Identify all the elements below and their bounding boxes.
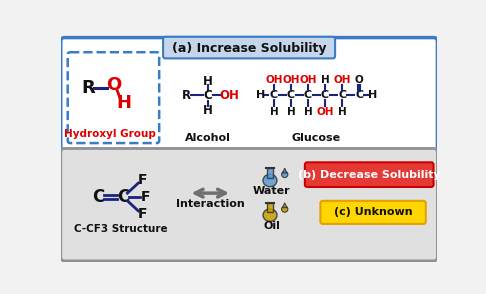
FancyBboxPatch shape: [68, 52, 159, 143]
Text: OH: OH: [265, 75, 283, 85]
Ellipse shape: [281, 206, 288, 212]
Text: OH: OH: [316, 106, 334, 116]
Text: C: C: [204, 89, 212, 102]
Text: R: R: [81, 78, 95, 97]
FancyBboxPatch shape: [61, 148, 437, 261]
Text: (a) Increase Solubility: (a) Increase Solubility: [172, 42, 326, 55]
Text: O: O: [106, 76, 121, 94]
Text: Alcohol: Alcohol: [185, 133, 231, 143]
FancyBboxPatch shape: [61, 38, 437, 151]
Polygon shape: [283, 203, 287, 208]
Text: C: C: [287, 90, 295, 100]
Text: R: R: [182, 89, 191, 102]
Text: F: F: [138, 173, 148, 187]
Text: H: H: [368, 90, 378, 100]
Text: Glucose: Glucose: [292, 133, 341, 143]
FancyBboxPatch shape: [267, 168, 273, 178]
Text: Oil: Oil: [263, 221, 280, 231]
Text: H: H: [270, 106, 278, 116]
Text: OH: OH: [333, 75, 351, 85]
FancyBboxPatch shape: [267, 203, 273, 212]
FancyBboxPatch shape: [163, 37, 335, 59]
Text: H: H: [321, 75, 330, 85]
Text: H: H: [338, 106, 347, 116]
Text: H: H: [256, 90, 265, 100]
Text: (c) Unknown: (c) Unknown: [334, 207, 413, 217]
Text: C: C: [355, 90, 363, 100]
Text: C: C: [92, 188, 104, 206]
Text: Water: Water: [253, 186, 290, 196]
Text: H: H: [304, 106, 312, 116]
Text: OH: OH: [282, 75, 300, 85]
Ellipse shape: [263, 209, 277, 221]
Text: O: O: [355, 75, 364, 85]
Polygon shape: [283, 168, 287, 173]
Text: Hydroxyl Group: Hydroxyl Group: [64, 129, 156, 139]
Text: H: H: [203, 75, 213, 88]
Ellipse shape: [263, 174, 277, 187]
Text: Interaction: Interaction: [176, 199, 244, 209]
Text: C: C: [117, 188, 129, 206]
Text: F: F: [138, 207, 148, 221]
Text: F: F: [140, 190, 150, 204]
Text: H: H: [203, 104, 213, 117]
Text: C: C: [270, 90, 278, 100]
Text: H: H: [117, 94, 132, 112]
Ellipse shape: [281, 171, 288, 178]
Text: OH: OH: [220, 89, 240, 102]
Text: OH: OH: [299, 75, 317, 85]
Text: C: C: [338, 90, 346, 100]
Text: C: C: [304, 90, 312, 100]
FancyBboxPatch shape: [305, 162, 434, 187]
Text: H: H: [287, 106, 295, 116]
Text: C-CF3 Structure: C-CF3 Structure: [74, 224, 168, 234]
FancyBboxPatch shape: [320, 201, 426, 224]
Text: C: C: [321, 90, 329, 100]
Text: (b) Decrease Solubility: (b) Decrease Solubility: [298, 170, 441, 180]
